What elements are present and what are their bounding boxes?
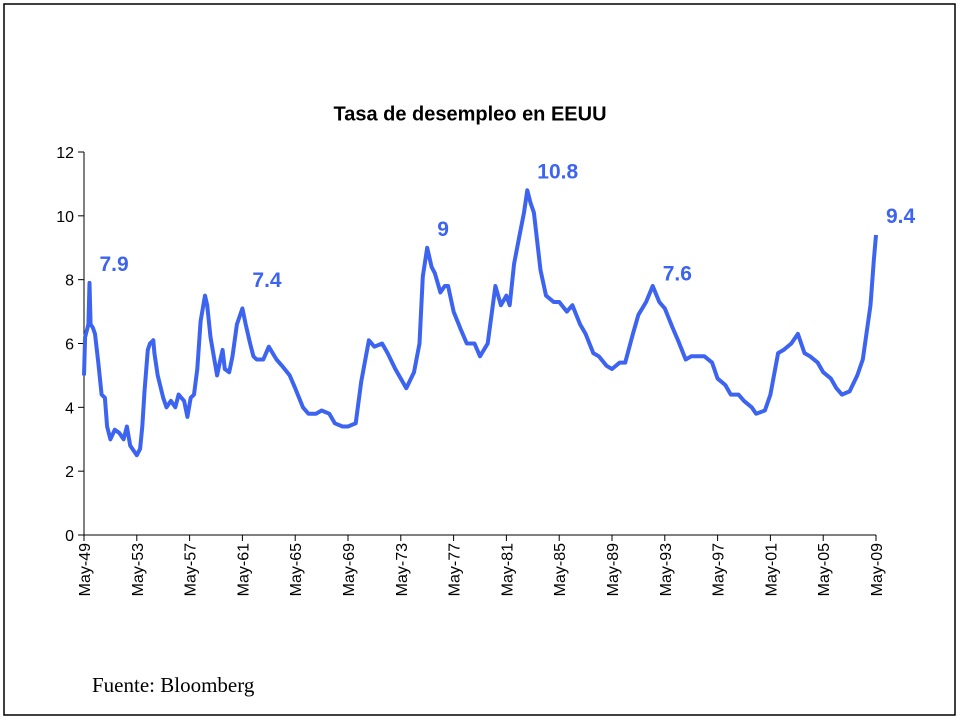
source-note: Fuente: Bloomberg: [92, 673, 255, 697]
x-tick-label: May-81: [499, 543, 516, 596]
x-tick-label: May-93: [658, 543, 675, 596]
x-tick-label: May-85: [552, 543, 569, 596]
peak-label: 9.4: [886, 205, 916, 228]
chart-title: Tasa de desempleo en EEUU: [333, 103, 606, 125]
peak-label: 7.9: [100, 253, 129, 276]
y-tick-label: 8: [65, 273, 74, 290]
x-tick-label: May-97: [711, 543, 728, 596]
peak-label: 9: [437, 218, 449, 241]
x-tick-label: May-89: [605, 543, 622, 596]
y-tick-label: 4: [65, 400, 74, 417]
x-tick-label: May-01: [763, 543, 780, 596]
x-tick-label: May-77: [447, 543, 464, 596]
x-tick-label: May-69: [341, 543, 358, 596]
y-tick-label: 6: [65, 337, 74, 354]
frame: [3, 3, 956, 716]
x-tick-label: May-61: [235, 543, 252, 596]
peak-label: 7.4: [252, 269, 282, 292]
peak-label: 7.6: [663, 262, 692, 285]
peak-label: 10.8: [537, 160, 578, 183]
x-tick-label: May-57: [183, 543, 200, 596]
y-tick-label: 10: [56, 209, 74, 226]
x-tick-label: May-53: [130, 543, 147, 596]
x-tick-label: May-09: [869, 543, 886, 596]
y-tick-label: 0: [65, 528, 74, 545]
unemployment-line: [82, 188, 878, 458]
y-tick-label: 12: [56, 145, 74, 162]
x-tick-label: May-05: [816, 543, 833, 596]
x-tick-label: May-49: [77, 543, 94, 596]
x-tick-label: May-65: [288, 543, 305, 596]
x-tick-label: May-73: [394, 543, 411, 596]
y-tick-label: 2: [65, 464, 74, 481]
